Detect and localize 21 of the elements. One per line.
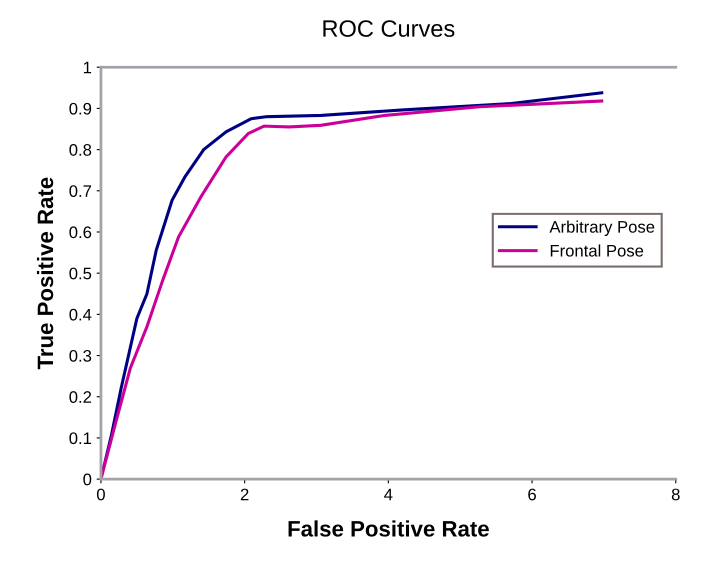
- x-axis-title: False Positive Rate: [288, 520, 489, 537]
- x-tick-label: 6: [528, 488, 536, 500]
- y-tick-label: 0.1: [69, 432, 92, 444]
- y-tick-label: 0.2: [69, 391, 92, 403]
- chart-title: ROC Curves: [323, 20, 454, 37]
- legend-label: Frontal Pose: [550, 244, 644, 257]
- y-tick-label: 0.4: [69, 308, 92, 321]
- y-tick-label: 0.9: [69, 102, 92, 115]
- x-tick-label: 4: [384, 488, 392, 500]
- x-tick-label: 2: [240, 488, 248, 500]
- y-tick-label: 0.7: [69, 185, 92, 198]
- y-tick-label: 0: [83, 474, 92, 486]
- x-tick-label: 8: [672, 488, 680, 500]
- y-tick-label: 1: [84, 62, 92, 74]
- legend-label: Arbitrary Pose: [549, 220, 654, 236]
- y-axis-title: True Positive Rate: [36, 178, 54, 370]
- x-tick-label: 0: [96, 488, 105, 500]
- y-tick-label: 0.8: [69, 144, 92, 156]
- y-tick-label: 0.6: [69, 226, 92, 238]
- y-tick-label: 0.5: [69, 268, 92, 280]
- y-tick-label: 0.3: [69, 350, 92, 362]
